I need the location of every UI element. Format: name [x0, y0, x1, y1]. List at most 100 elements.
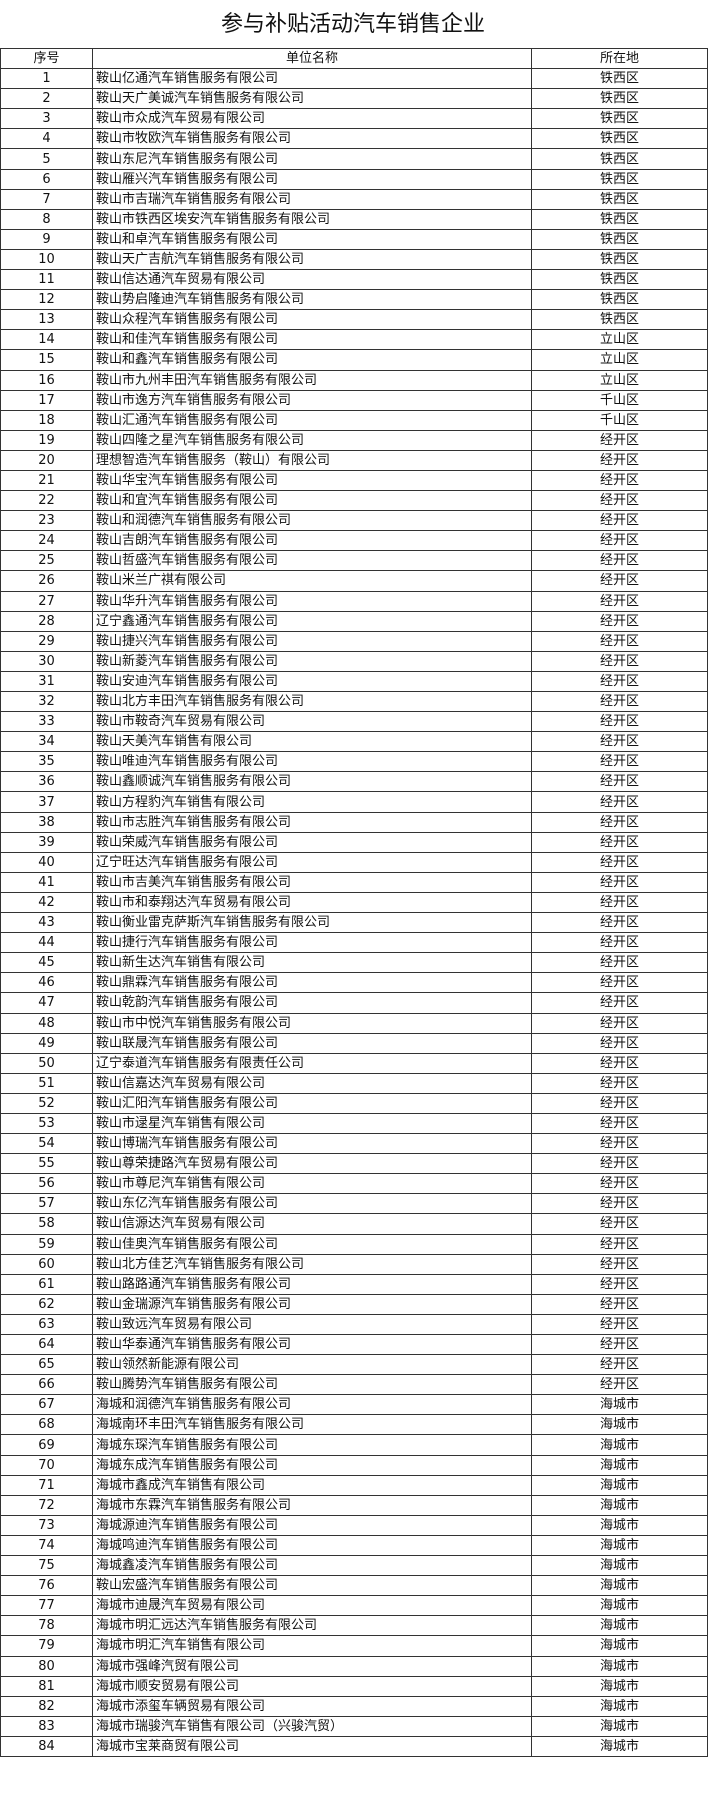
company-name-cell: 鞍山四隆之星汽车销售服务有限公司 — [92, 429, 532, 451]
row-number-cell: 9 — [0, 228, 93, 250]
table-row: 52 鞍山汇阳汽车销售服务有限公司 经开区 — [0, 1092, 708, 1114]
table-row: 22 鞍山和宜汽车销售服务有限公司 经开区 — [0, 490, 708, 512]
table-row: 62 鞍山金瑞源汽车销售服务有限公司 经开区 — [0, 1293, 708, 1315]
company-name-cell: 鞍山天广吉航汽车销售服务有限公司 — [92, 248, 532, 271]
row-number-cell: 81 — [0, 1675, 93, 1697]
row-number-cell: 31 — [0, 670, 93, 693]
row-number-cell: 27 — [0, 590, 93, 612]
location-cell: 铁西区 — [531, 128, 708, 150]
company-name-cell: 鞍山势启隆迪汽车销售服务有限公司 — [92, 289, 532, 311]
row-number-cell: 17 — [0, 389, 93, 411]
company-name-cell: 鞍山和鑫汽车销售服务有限公司 — [92, 349, 532, 371]
location-cell: 经开区 — [531, 1072, 708, 1094]
location-cell: 经开区 — [531, 449, 708, 471]
company-name-cell: 鞍山信达通汽车贸易有限公司 — [92, 269, 532, 291]
row-number-cell: 49 — [0, 1032, 93, 1054]
location-cell: 铁西区 — [531, 248, 708, 271]
company-name-cell: 鞍山亿通汽车销售服务有限公司 — [92, 68, 532, 90]
table-row: 57 鞍山东亿汽车销售服务有限公司 经开区 — [0, 1193, 708, 1215]
table-row: 24 鞍山吉朗汽车销售服务有限公司 经开区 — [0, 530, 708, 552]
location-cell: 经开区 — [531, 791, 708, 813]
location-cell: 经开区 — [531, 1092, 708, 1114]
table-row: 61 鞍山路路通汽车销售服务有限公司 经开区 — [0, 1273, 708, 1295]
table-row: 58 鞍山信源达汽车贸易有限公司 经开区 — [0, 1213, 708, 1235]
location-cell: 经开区 — [531, 650, 708, 672]
table-row: 2 鞍山天广美诚汽车销售服务有限公司 铁西区 — [0, 88, 708, 110]
company-name-cell: 鞍山和卓汽车销售服务有限公司 — [92, 228, 532, 250]
table-row: 38 鞍山市志胜汽车销售服务有限公司 经开区 — [0, 811, 708, 833]
row-number-cell: 75 — [0, 1555, 93, 1577]
row-number-cell: 16 — [0, 369, 93, 391]
location-cell: 经开区 — [531, 1374, 708, 1396]
company-name-cell: 海城市东霖汽车销售服务有限公司 — [92, 1494, 532, 1516]
table-row: 42 鞍山市和泰翔达汽车贸易有限公司 经开区 — [0, 891, 708, 914]
company-name-cell: 鞍山市尊尼汽车销售有限公司 — [92, 1173, 532, 1195]
location-cell: 经开区 — [531, 1253, 708, 1275]
row-number-cell: 72 — [0, 1494, 93, 1516]
company-name-cell: 鞍山市铁西区埃安汽车销售服务有限公司 — [92, 208, 532, 230]
location-cell: 经开区 — [531, 1052, 708, 1074]
table-row: 21 鞍山华宝汽车销售服务有限公司 经开区 — [0, 469, 708, 492]
company-name-cell: 海城市迪晟汽车贸易有限公司 — [92, 1595, 532, 1617]
table-header-row: 序号 单位名称 所在地 — [0, 47, 708, 70]
location-cell: 经开区 — [531, 670, 708, 693]
location-cell: 铁西区 — [531, 168, 708, 190]
location-cell: 海城市 — [531, 1575, 708, 1597]
table-row: 59 鞍山佳奥汽车销售服务有限公司 经开区 — [0, 1233, 708, 1255]
company-name-cell: 鞍山市逯星汽车销售有限公司 — [92, 1112, 532, 1135]
company-name-cell: 鞍山众程汽车销售服务有限公司 — [92, 309, 532, 331]
table-row: 80 海城市强峰汽贸有限公司 海城市 — [0, 1655, 708, 1677]
row-number-cell: 33 — [0, 711, 93, 733]
location-cell: 经开区 — [531, 1193, 708, 1215]
company-name-cell: 鞍山腾势汽车销售服务有限公司 — [92, 1374, 532, 1396]
company-name-cell: 鞍山市吉瑞汽车销售服务有限公司 — [92, 188, 532, 210]
company-name-cell: 海城市宝莱商贸有限公司 — [92, 1735, 532, 1757]
location-cell: 经开区 — [531, 570, 708, 592]
company-name-cell: 鞍山市牧欧汽车销售服务有限公司 — [92, 128, 532, 150]
column-header-number: 序号 — [0, 47, 93, 70]
row-number-cell: 51 — [0, 1072, 93, 1094]
table-row: 16 鞍山市九州丰田汽车销售服务有限公司 立山区 — [0, 369, 708, 391]
table-row: 10 鞍山天广吉航汽车销售服务有限公司 铁西区 — [0, 248, 708, 271]
company-name-cell: 鞍山市中悦汽车销售服务有限公司 — [92, 1012, 532, 1034]
company-name-cell: 鞍山市九州丰田汽车销售服务有限公司 — [92, 369, 532, 391]
table-row: 7 鞍山市吉瑞汽车销售服务有限公司 铁西区 — [0, 188, 708, 210]
company-name-cell: 鞍山吉朗汽车销售服务有限公司 — [92, 530, 532, 552]
row-number-cell: 42 — [0, 891, 93, 914]
row-number-cell: 23 — [0, 510, 93, 532]
location-cell: 经开区 — [531, 912, 708, 934]
table-row: 31 鞍山安迪汽车销售服务有限公司 经开区 — [0, 670, 708, 693]
location-cell: 铁西区 — [531, 68, 708, 90]
row-number-cell: 25 — [0, 550, 93, 572]
table-row: 26 鞍山米兰广祺有限公司 经开区 — [0, 570, 708, 592]
row-number-cell: 3 — [0, 108, 93, 130]
location-cell: 经开区 — [531, 851, 708, 873]
company-name-cell: 鞍山信源达汽车贸易有限公司 — [92, 1213, 532, 1235]
row-number-cell: 54 — [0, 1133, 93, 1155]
row-number-cell: 83 — [0, 1715, 93, 1737]
location-cell: 铁西区 — [531, 88, 708, 110]
company-name-cell: 辽宁鑫通汽车销售服务有限公司 — [92, 610, 532, 632]
location-cell: 立山区 — [531, 349, 708, 371]
location-cell: 经开区 — [531, 751, 708, 773]
location-cell: 经开区 — [531, 1112, 708, 1135]
table-row: 14 鞍山和佳汽车销售服务有限公司 立山区 — [0, 329, 708, 351]
table-row: 48 鞍山市中悦汽车销售服务有限公司 经开区 — [0, 1012, 708, 1034]
location-cell: 立山区 — [531, 329, 708, 351]
company-name-cell: 鞍山汇阳汽车销售服务有限公司 — [92, 1092, 532, 1114]
location-cell: 经开区 — [531, 811, 708, 833]
table-row: 72 海城市东霖汽车销售服务有限公司 海城市 — [0, 1494, 708, 1516]
table-row: 25 鞍山哲盛汽车销售服务有限公司 经开区 — [0, 550, 708, 572]
company-name-cell: 鞍山唯迪汽车销售服务有限公司 — [92, 751, 532, 773]
table-row: 44 鞍山捷行汽车销售服务有限公司 经开区 — [0, 932, 708, 954]
table-row: 5 鞍山东尼汽车销售服务有限公司 铁西区 — [0, 148, 708, 170]
row-number-cell: 63 — [0, 1313, 93, 1336]
table-row: 34 鞍山天美汽车销售有限公司 经开区 — [0, 731, 708, 753]
row-number-cell: 47 — [0, 992, 93, 1014]
row-number-cell: 68 — [0, 1414, 93, 1436]
location-cell: 海城市 — [531, 1454, 708, 1476]
row-number-cell: 24 — [0, 530, 93, 552]
row-number-cell: 52 — [0, 1092, 93, 1114]
company-name-cell: 鞍山信嘉达汽车贸易有限公司 — [92, 1072, 532, 1094]
company-name-cell: 鞍山鑫顺诚汽车销售服务有限公司 — [92, 771, 532, 793]
